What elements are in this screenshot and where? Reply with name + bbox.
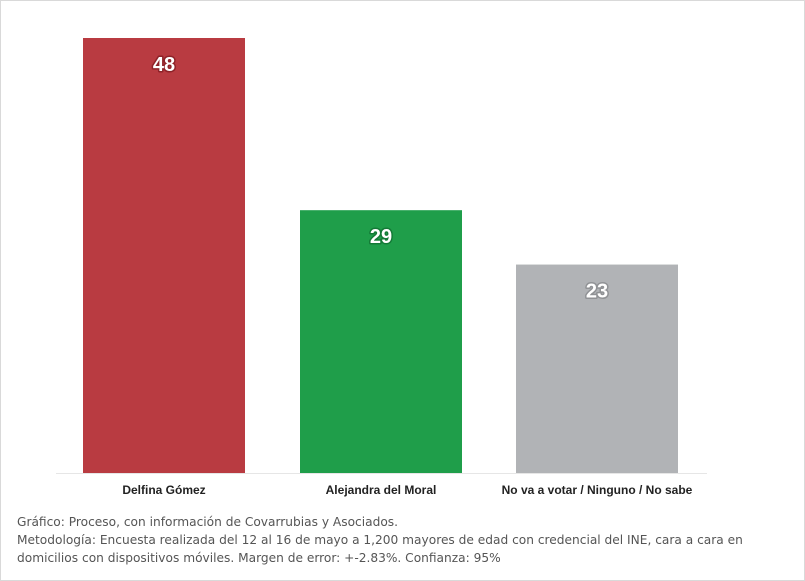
source-note: Gráfico: Proceso, con información de Cov… [17,515,399,529]
bar-2 [300,210,462,473]
bar-chart: 48 Delfina Gómez 29 Alejandra del Moral 23 No… [56,38,707,497]
category-label-2: Alejandra del Moral [326,483,437,497]
bar-1 [83,38,245,473]
bar-value-label-2: 29 [370,226,392,248]
bar-3 [516,264,678,473]
category-label-1: Delfina Gómez [122,483,205,497]
bar-value-label-1: 48 [153,54,175,76]
chart-footer: Gráfico: Proceso, con información de Cov… [17,513,792,567]
bar-value-label-3: 23 [586,281,608,303]
category-label-3: No va a votar / Ninguno / No sabe [502,483,693,497]
methodology-note: Metodología: Encuesta realizada del 12 a… [17,533,743,565]
